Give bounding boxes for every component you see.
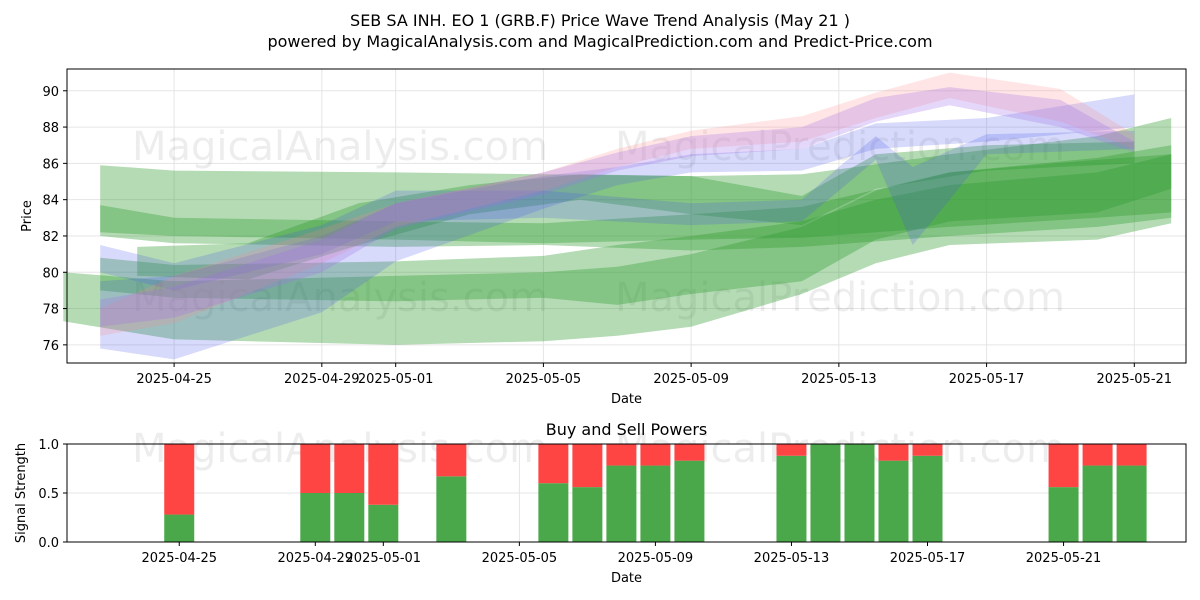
x-tick-label: 2025-04-29 <box>284 372 360 387</box>
buy-bar <box>436 476 467 542</box>
watermark-text: MagicalPrediction.com <box>615 275 1065 321</box>
price-band-blue <box>100 94 1135 360</box>
sell-bar <box>436 444 467 477</box>
sell-bar <box>674 444 705 461</box>
price-band-green <box>137 141 1135 280</box>
watermark-text: MagicalAnalysis.com <box>132 275 548 321</box>
watermark-text: MagicalAnalysis.com <box>132 124 548 170</box>
sell-bar <box>572 444 603 488</box>
buy-bar <box>334 493 365 542</box>
x-tick-label: 2025-05-21 <box>1026 551 1102 566</box>
chart-title-line2: powered by MagicalAnalysis.com and Magic… <box>267 32 932 51</box>
sell-bar <box>1082 444 1113 466</box>
x-tick-label: 2025-05-21 <box>1097 372 1173 387</box>
y-tick-label: 0.5 <box>38 487 59 502</box>
x-tick-label: 2025-05-05 <box>482 551 558 566</box>
buy-bar <box>164 514 195 542</box>
y-tick-label: 86 <box>42 157 59 172</box>
sell-bar <box>334 444 365 493</box>
x-tick-label: 2025-05-13 <box>801 372 877 387</box>
buy-bar <box>368 504 399 542</box>
buy-bar <box>1116 465 1147 542</box>
y-tick-label: 1.0 <box>38 438 59 453</box>
x-tick-label: 2025-05-01 <box>358 372 434 387</box>
sell-bar <box>300 444 331 493</box>
x-tick-label: 2025-05-13 <box>754 551 830 566</box>
price-plot: MagicalAnalysis.com MagicalPrediction.com… <box>20 68 1187 407</box>
y-tick-label: 84 <box>42 194 59 209</box>
buy-bar <box>300 493 331 542</box>
sell-bar <box>606 444 637 466</box>
buy-bar <box>538 483 569 542</box>
price-band-purple <box>100 87 1135 327</box>
x-tick-label: 2025-05-17 <box>949 372 1025 387</box>
sell-bar <box>368 444 399 505</box>
x-axis-label: Date <box>611 392 642 407</box>
buy-bar <box>810 444 841 542</box>
buy-bar <box>776 455 807 542</box>
buy-bar <box>878 460 909 542</box>
y-tick-label: 82 <box>42 230 59 245</box>
sell-bar <box>878 444 909 461</box>
x-tick-label: 2025-05-17 <box>890 551 966 566</box>
x-tick-label: 2025-05-09 <box>618 551 694 566</box>
buy-bar <box>606 465 637 542</box>
y-tick-label: 0.0 <box>38 536 59 551</box>
x-axis-label: Date <box>611 571 642 586</box>
price-band-red <box>100 72 1135 336</box>
y-tick-label: 76 <box>42 339 59 354</box>
buy-bar <box>912 455 943 542</box>
x-tick-label: 2025-04-25 <box>136 372 212 387</box>
buy-bar <box>1082 465 1113 542</box>
buy-bar <box>640 465 671 542</box>
y-tick-label: 88 <box>42 121 59 136</box>
plot-frame <box>66 68 1187 364</box>
buy-bar <box>572 487 603 542</box>
x-tick-label: 2025-05-01 <box>346 551 422 566</box>
price-band-green <box>63 145 1172 345</box>
sell-bar <box>538 444 569 484</box>
watermark-text: MagicalPrediction.com <box>615 124 1065 170</box>
y-tick-label: 90 <box>42 85 59 100</box>
x-tick-label: 2025-04-29 <box>278 551 354 566</box>
buy-bar <box>1048 487 1079 542</box>
price-band-blue <box>100 130 1135 291</box>
price-band-green <box>100 154 1172 244</box>
subplot-title: Buy and Sell Powers <box>546 420 708 439</box>
sell-bar <box>1116 444 1147 466</box>
price-band-green <box>100 118 1172 251</box>
sell-bar <box>640 444 671 466</box>
y-axis-label: Price <box>20 200 35 232</box>
x-tick-label: 2025-05-05 <box>506 372 582 387</box>
y-axis-label: Signal Strength <box>14 443 29 543</box>
price-band-green <box>100 154 1172 305</box>
x-tick-label: 2025-04-25 <box>141 551 217 566</box>
buy-bar <box>844 444 875 542</box>
sell-bar <box>776 444 807 456</box>
signal-plot: MagicalAnalysis.comMagicalPrediction.com… <box>14 420 1187 586</box>
buy-bar <box>674 460 705 542</box>
y-tick-label: 80 <box>42 266 59 281</box>
x-tick-label: 2025-05-09 <box>653 372 729 387</box>
sell-bar <box>1048 444 1079 488</box>
chart-title-line1: SEB SA INH. EO 1 (GRB.F) Price Wave Tren… <box>350 11 850 30</box>
sell-bar <box>164 444 195 515</box>
y-tick-label: 78 <box>42 303 59 318</box>
sell-bar <box>912 444 943 456</box>
